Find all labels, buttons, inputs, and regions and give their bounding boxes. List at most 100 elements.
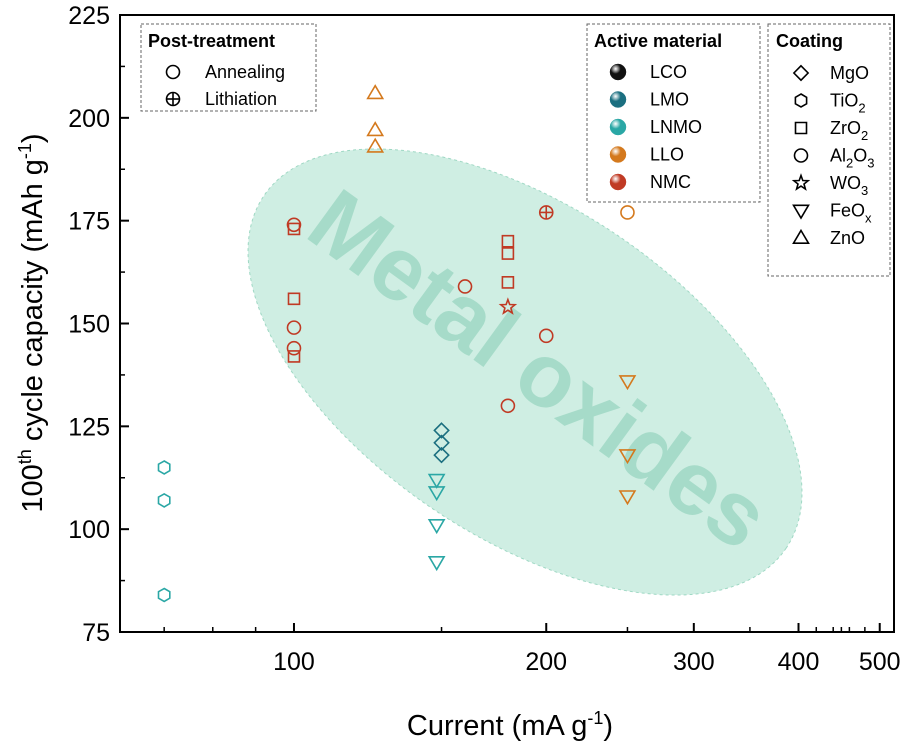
data-point-llo-triangle-down xyxy=(618,449,637,465)
legend-post-circle-icon-ring xyxy=(165,64,181,80)
legend-post-treatment-box xyxy=(140,23,317,112)
data-point-lnmo-triangle-down xyxy=(427,518,446,535)
legend-coating-item-label: Al2O3 xyxy=(830,146,875,171)
legend-coating-square-icon xyxy=(794,121,808,135)
data-point-nmc-circle-ring xyxy=(286,340,302,356)
legend-coating-item-label: WO3 xyxy=(830,173,868,198)
data-point-llo-circle xyxy=(620,205,635,220)
legend-coating-item-label: ZrO2 xyxy=(830,118,868,143)
data-point-nmc-square xyxy=(287,350,301,363)
data-point-lnmo-hexagon xyxy=(157,460,171,475)
data-point-lnmo-hexagon xyxy=(157,492,171,508)
legend-coating-circle-icon xyxy=(793,148,809,163)
data-point-nmc-square xyxy=(501,275,515,289)
data-point-lmo-diamond xyxy=(433,422,450,439)
legend-coating-item-label: FeOx xyxy=(830,201,872,226)
x-tick-label: 400 xyxy=(778,648,820,676)
y-tick-label: 100 xyxy=(68,516,110,544)
data-point-llo-triangle-up xyxy=(366,84,385,100)
legend-active-lmo-sphere xyxy=(609,91,627,108)
legend-active-llo-sphere xyxy=(609,146,627,163)
legend-post-treatment: Post-treatment Annealing Lithiation xyxy=(140,23,317,112)
legend-active-material: Active material LCO LMO LNMO LLO NMC xyxy=(586,23,761,203)
y-tick-label: 150 xyxy=(68,311,110,339)
legend-post-circle-icon xyxy=(165,64,181,80)
data-point-nmc-circle xyxy=(457,279,473,294)
legend-active-item-label: LCO xyxy=(650,62,687,82)
legend-active-lnmo-sphere xyxy=(609,118,627,136)
x-tick-label: 200 xyxy=(525,648,567,676)
legend-active-item-label: LNMO xyxy=(650,117,702,137)
x-axis-title-end: ) xyxy=(603,710,613,742)
data-point-nmc-square xyxy=(501,247,515,260)
y-axis-title-mid: cycle capacity (mAh g xyxy=(17,159,49,449)
data-point-nmc-circle-ring xyxy=(286,217,302,233)
y-tick-label: 200 xyxy=(68,105,110,133)
legend-active-item-label: NMC xyxy=(650,172,691,192)
data-point-nmc-square xyxy=(287,222,301,236)
legend-post-item-label: Annealing xyxy=(205,62,285,82)
data-point-nmc-circle-plus xyxy=(538,205,554,220)
data-point-lmo-diamond xyxy=(433,434,450,452)
data-point-lnmo-triangle-down xyxy=(427,473,446,489)
y-axis: 75 100 125 150 175 200 225 xyxy=(68,2,129,647)
legend-coating-box xyxy=(767,23,891,277)
legend-coating-circle-icon-ring xyxy=(793,148,809,163)
legend-coating-hexagon-icon xyxy=(794,93,808,108)
data-point-lmo-diamond xyxy=(433,446,450,464)
data-point-nmc-circle xyxy=(286,320,302,335)
data-point-nmc-circle-ring xyxy=(457,279,473,294)
x-axis-title-main: Current (mA g xyxy=(407,710,588,742)
data-point-llo-triangle-down xyxy=(618,490,637,506)
x-axis: 100 200 300 400 500 xyxy=(163,623,901,676)
y-tick-label: 125 xyxy=(68,413,110,441)
legend-post-item-label: Lithiation xyxy=(205,89,277,109)
x-axis-title-sup: -1 xyxy=(587,708,603,728)
data-point-nmc-circle xyxy=(500,398,516,414)
legend-coating-triangle-up-icon xyxy=(792,228,810,244)
data-points xyxy=(157,84,637,603)
legend-post-treatment-title: Post-treatment xyxy=(148,31,275,51)
y-axis-title-end: ) xyxy=(17,133,49,143)
data-point-nmc-square xyxy=(501,234,515,248)
legend-coating-star-icon xyxy=(791,173,811,191)
data-point-nmc-circle-ring xyxy=(286,320,302,335)
y-axis-title-sup: th xyxy=(15,449,35,464)
data-point-llo-circle-ring xyxy=(620,205,635,220)
data-point-nmc-circle-ring xyxy=(538,328,554,344)
legend-active-nmc-sphere xyxy=(609,173,627,191)
data-point-nmc-star xyxy=(498,297,518,315)
data-point-lnmo-hexagon xyxy=(157,587,171,603)
data-point-nmc-square xyxy=(287,292,301,306)
y-axis-title: 100th cycle capacity (mAh g-1) xyxy=(15,133,49,512)
legend-coating-diamond-icon xyxy=(792,64,810,82)
legend-coating-item-label: MgO xyxy=(830,63,869,83)
data-point-llo-triangle-up xyxy=(366,137,385,153)
legend-coating-item-label: ZnO xyxy=(830,228,865,248)
legend-active-item-label: LMO xyxy=(650,90,689,110)
data-point-lnmo-triangle-down xyxy=(427,555,446,572)
data-point-nmc-circle xyxy=(286,340,302,356)
y-tick-label: 75 xyxy=(82,619,110,647)
y-axis-title-prefix: 100 xyxy=(17,464,49,512)
legend-active-material-title: Active material xyxy=(594,31,722,51)
legend-coating-triangle-down-icon xyxy=(792,204,810,220)
legend-post-circle-plus-icon xyxy=(165,91,181,107)
data-point-nmc-circle xyxy=(286,217,302,233)
data-point-lnmo-triangle-down xyxy=(427,486,446,502)
x-axis-title: Current (mA g-1) xyxy=(407,708,613,742)
y-tick-label: 175 xyxy=(68,208,110,236)
data-point-nmc-circle xyxy=(538,328,554,344)
x-tick-label: 500 xyxy=(859,648,901,676)
legend-active-material-box xyxy=(586,23,761,203)
legend-coating-item-label: TiO2 xyxy=(830,91,866,116)
x-tick-label: 100 xyxy=(273,648,315,676)
data-point-llo-triangle-down xyxy=(618,375,637,391)
data-point-llo-triangle-up xyxy=(366,121,385,137)
y-axis-title-sup2: -1 xyxy=(15,143,35,159)
legend-active-item-label: LLO xyxy=(650,145,684,165)
y-tick-label: 225 xyxy=(68,2,110,30)
x-tick-label: 300 xyxy=(673,648,715,676)
legend-active-lco-sphere xyxy=(609,63,627,81)
